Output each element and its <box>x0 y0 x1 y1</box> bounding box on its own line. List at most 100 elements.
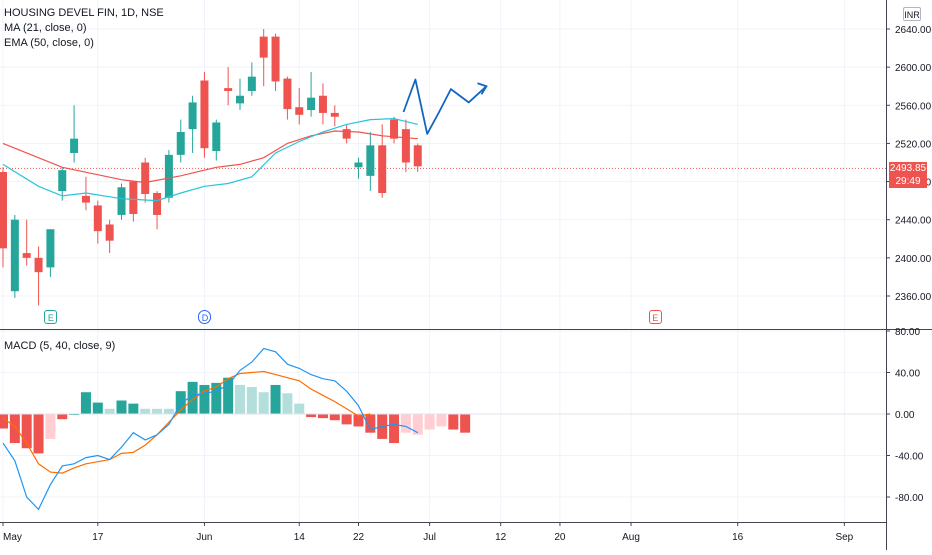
candle[interactable] <box>93 200 102 244</box>
candle[interactable] <box>105 219 114 254</box>
macd-histogram-bar[interactable] <box>436 414 447 427</box>
macd-histogram-bar[interactable] <box>424 414 435 430</box>
candle[interactable] <box>354 157 363 179</box>
macd-histogram-bar[interactable] <box>306 414 317 418</box>
candle[interactable] <box>22 219 31 266</box>
macd-histogram-bar[interactable] <box>80 392 91 414</box>
macd-histogram-bar[interactable] <box>104 408 115 414</box>
macd-histogram-bar[interactable] <box>223 377 234 414</box>
macd-histogram-bar[interactable] <box>9 414 20 444</box>
macd-histogram-bar[interactable] <box>57 414 68 420</box>
candle-body <box>318 95 327 113</box>
symbol-title[interactable]: HOUSING DEVEL FIN, 1D, NSE <box>4 7 164 19</box>
macd-histogram-bar[interactable] <box>33 414 44 454</box>
candle[interactable] <box>390 116 399 144</box>
currency-badge[interactable]: INR <box>903 7 921 21</box>
candle[interactable] <box>141 157 150 203</box>
candle[interactable] <box>271 33 280 91</box>
candle[interactable] <box>236 78 244 111</box>
candle[interactable] <box>342 124 351 144</box>
projection-drawing[interactable] <box>402 78 488 135</box>
dividend-marker[interactable]: D <box>198 310 212 324</box>
candle[interactable] <box>70 105 79 163</box>
macd-histogram-bar[interactable] <box>211 382 222 414</box>
macd-histogram-bar[interactable] <box>246 387 257 414</box>
candle[interactable] <box>34 246 43 306</box>
macd-histogram-bar[interactable] <box>294 403 305 414</box>
candle[interactable] <box>413 143 422 173</box>
price-pane[interactable] <box>0 29 886 306</box>
candle[interactable] <box>283 76 292 120</box>
macd-histogram-bar[interactable] <box>187 381 198 414</box>
ema-50-line[interactable] <box>2 117 418 202</box>
price-tick-label: 2440.00 <box>895 216 932 227</box>
candle-body <box>378 145 387 194</box>
macd-histogram-bar[interactable] <box>448 414 459 430</box>
macd-pane[interactable] <box>0 347 886 511</box>
earnings-marker[interactable]: E <box>44 310 58 324</box>
macd-legend-label[interactable]: MACD (5, 40, close, 9) <box>4 340 116 352</box>
candle[interactable] <box>164 150 173 203</box>
candle[interactable] <box>295 88 304 125</box>
candle[interactable] <box>307 71 316 117</box>
candle[interactable] <box>117 183 126 220</box>
candle-body <box>34 257 43 273</box>
macd-histogram-bar[interactable] <box>282 393 293 414</box>
candle[interactable] <box>200 71 209 158</box>
candle[interactable] <box>58 167 67 201</box>
macd-line[interactable] <box>2 347 419 511</box>
candle[interactable] <box>401 119 410 173</box>
macd-histogram-bar[interactable] <box>21 414 32 449</box>
candle[interactable] <box>153 191 162 230</box>
macd-histogram-bar[interactable] <box>365 414 376 433</box>
macd-histogram-bar[interactable] <box>341 414 352 425</box>
candle[interactable] <box>259 29 268 87</box>
macd-histogram-bar[interactable] <box>412 414 423 435</box>
macd-histogram-bar[interactable] <box>235 384 245 414</box>
candle[interactable] <box>212 119 221 161</box>
macd-histogram-bar[interactable] <box>317 414 328 419</box>
macd-histogram-bar[interactable] <box>400 414 411 433</box>
macd-histogram-bar[interactable] <box>258 392 269 414</box>
macd-histogram-bar[interactable] <box>152 408 163 414</box>
macd-signal-line[interactable] <box>2 370 371 474</box>
macd-histogram-bar[interactable] <box>175 391 186 414</box>
macd-histogram-bar[interactable] <box>199 384 210 414</box>
candle[interactable] <box>129 181 138 222</box>
macd-histogram-bar[interactable] <box>128 403 139 414</box>
candle-body <box>46 229 55 268</box>
macd-histogram-bar[interactable] <box>389 414 400 444</box>
earnings-marker[interactable]: E <box>648 310 662 324</box>
ma-21-line[interactable] <box>2 130 418 184</box>
macd-histogram-bar[interactable] <box>329 414 340 421</box>
candle[interactable] <box>366 131 375 192</box>
macd-tick-label: -80.00 <box>895 493 924 504</box>
macd-histogram-bar[interactable] <box>353 414 364 427</box>
candle[interactable] <box>330 105 339 127</box>
candle-body <box>129 181 138 214</box>
candle[interactable] <box>224 67 233 106</box>
candle[interactable] <box>46 229 55 277</box>
macd-histogram-bar[interactable] <box>45 414 56 439</box>
candle[interactable] <box>188 95 197 153</box>
macd-histogram-bar[interactable] <box>116 400 127 414</box>
candle[interactable] <box>176 119 185 163</box>
candle[interactable] <box>318 83 327 125</box>
ema-legend[interactable]: EMA (50, close, 0) <box>4 37 94 49</box>
macd-histogram-bar[interactable] <box>270 384 281 414</box>
candle[interactable] <box>0 167 7 268</box>
candle[interactable] <box>10 214 19 298</box>
candle-body <box>176 131 185 155</box>
macd-histogram-bar[interactable] <box>140 408 151 414</box>
candle[interactable] <box>247 62 256 96</box>
macd-histogram-bar[interactable] <box>460 414 471 433</box>
macd-histogram-bar[interactable] <box>163 408 174 414</box>
ma-legend[interactable]: MA (21, close, 0) <box>4 22 87 34</box>
macd-histogram-bar[interactable] <box>0 414 8 429</box>
candle-body <box>58 170 67 192</box>
macd-histogram-bar[interactable] <box>92 402 103 414</box>
candle[interactable] <box>378 124 387 198</box>
time-tick-label: 17 <box>92 532 104 543</box>
